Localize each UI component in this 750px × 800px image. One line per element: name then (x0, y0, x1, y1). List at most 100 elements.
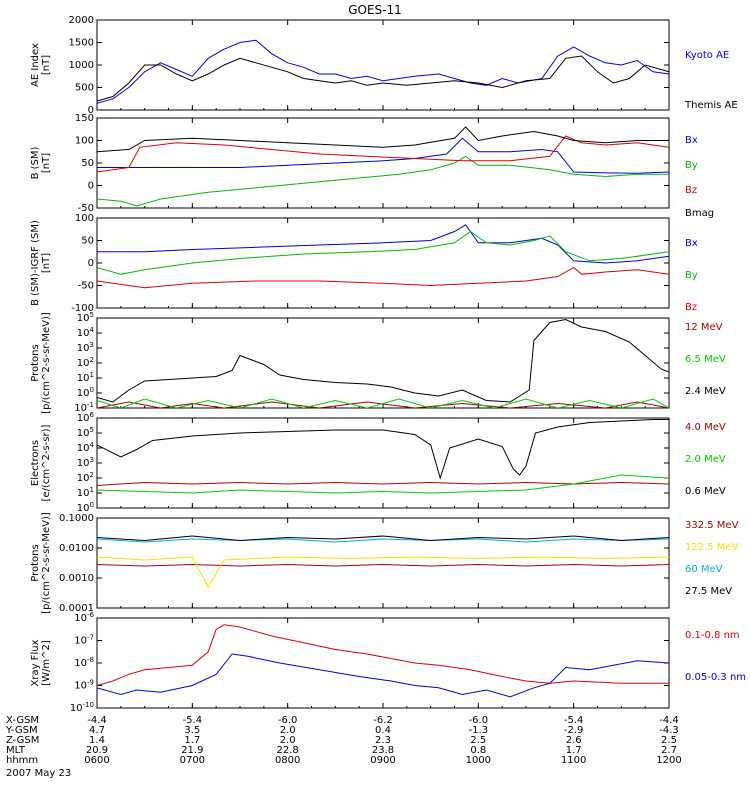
y-tick-label: 102 (77, 356, 94, 369)
xaxis-row-value: 1.4 (89, 735, 105, 746)
legend-entry: 122.5 MeV (685, 542, 739, 553)
legend-entry: By (685, 270, 698, 281)
xaxis-row-y-gsm: Y-GSM 4.7 3.5 2.0 0.4 -1.3 -2.9 -4.3 (5, 725, 679, 736)
xaxis-row-value: 0.4 (375, 725, 391, 736)
y-tick-label: 103 (77, 341, 94, 354)
y-tick-label: 101 (77, 486, 94, 499)
legend-entry: Bmag (685, 208, 714, 219)
y-tick-label: 50 (81, 158, 94, 169)
xaxis-row-value: -6.0 (278, 715, 298, 726)
legend-entry: Themis AE (684, 100, 738, 111)
legend-entry: Kyoto AE (685, 50, 729, 61)
series-line-by (97, 155, 669, 207)
xaxis-row-value: 2.7 (661, 745, 677, 756)
xaxis-row-value: 4.7 (89, 725, 105, 736)
panel-frame (96, 617, 670, 709)
panel-bigrf: -100 -50 0 50 100 B (SM)-IGRF (SM) [nT] Bx By Bz (30, 213, 698, 314)
y-axis-label: AE Index (30, 43, 41, 87)
legend-entry: 27.5 MeV (685, 586, 732, 597)
series-line-themis-ae (97, 55, 669, 102)
xaxis-row-value: 2.5 (661, 735, 677, 746)
y-tick-label: 101 (77, 371, 94, 384)
xaxis-row-value: 1100 (561, 755, 586, 766)
y-tick-label: -100 (71, 303, 94, 314)
date-label: 2007 May 23 (6, 768, 71, 779)
xaxis-row-value: 1.7 (184, 735, 200, 746)
series-line-27-5-mev (97, 535, 669, 542)
legend-entry: Bz (685, 185, 697, 196)
series-line-6-5-mev (97, 398, 669, 408)
legend-entry: 0.1-0.8 nm (685, 630, 740, 641)
y-tick-label: 100 (75, 213, 94, 224)
y-tick-label: 105 (77, 311, 94, 324)
xaxis-row-value: -5.4 (183, 715, 203, 726)
xaxis-row-value: -5.4 (564, 715, 584, 726)
y-tick-label: 100 (77, 386, 94, 399)
xaxis-row-value: 1200 (656, 755, 681, 766)
xaxis-row-hhmm: hhmm 0600 0700 0800 0900 1000 1100 1200 (6, 755, 682, 766)
xaxis-row-label: X-GSM (6, 715, 39, 726)
xaxis-row-value: 2.0 (280, 735, 296, 746)
series-line-bmag (97, 126, 669, 153)
y-axis-label: [nT] (41, 153, 52, 173)
series-line-60-mev (97, 538, 669, 543)
xaxis-row-value: 2.3 (375, 735, 391, 746)
xaxis-row-mlt: MLT 20.9 21.9 22.8 23.8 0.8 1.7 2.7 (6, 745, 677, 756)
panel-ae: 0 500 1000 1500 2000 AE Index [nT] Kyoto AE Them… (30, 15, 738, 116)
y-axis-label: [p/(cm^2-s-sr-MeV)] (41, 512, 52, 614)
series-line-0-6-mev (97, 419, 669, 480)
series-group (97, 419, 669, 494)
legend-entry: 12 MeV (685, 322, 723, 333)
xaxis-row-value: 2.6 (566, 735, 582, 746)
xaxis-row-value: 1.7 (566, 745, 582, 756)
series-group (97, 318, 669, 408)
series-line-bz (97, 266, 669, 289)
xaxis-row-value: 0800 (275, 755, 300, 766)
xaxis-row-value: 22.8 (277, 745, 299, 756)
xaxis-row-value: 0700 (180, 755, 205, 766)
y-tick-label: 104 (77, 326, 95, 339)
xaxis-row-value: -6.2 (373, 715, 393, 726)
y-tick-label: 10-9 (74, 679, 94, 692)
y-tick-label: 500 (75, 83, 94, 94)
xaxis-row-value: -4.4 (659, 715, 679, 726)
legend-entry: 332.5 MeV (685, 520, 739, 531)
panel-frame (96, 19, 670, 111)
xaxis-row-value: 2.0 (280, 725, 296, 736)
series-line-2-4-mev (97, 318, 669, 403)
legend-entry: 4.0 MeV (685, 422, 726, 433)
xaxis-row-label: hhmm (6, 755, 38, 766)
series-line-2-0-mev (97, 474, 669, 494)
series-group (97, 624, 669, 698)
xaxis-row-value: 20.9 (86, 745, 108, 756)
y-tick-label: 1000 (69, 60, 94, 71)
y-tick-label: 104 (77, 441, 95, 454)
chart-title: GOES-11 (348, 3, 402, 17)
y-axis-label: B (SM) (30, 146, 41, 179)
y-tick-label: 2000 (69, 15, 94, 26)
xaxis-row-value: 0900 (370, 755, 395, 766)
xaxis-row-label: MLT (6, 745, 26, 756)
y-tick-label: 0 (88, 258, 94, 269)
series-line-0-05-0-3-nm (97, 653, 669, 698)
xaxis-row-value: 0600 (84, 755, 109, 766)
y-axis-label: [e/(cm^2-s-sr)] (41, 424, 52, 501)
series-group (97, 224, 669, 289)
y-axis-label: [p/(cm^2-s-sr-MeV)] (41, 312, 52, 414)
y-tick-label: 0 (88, 105, 94, 116)
series-line-4-0-mev (97, 481, 669, 486)
xaxis-row-value: -2.9 (564, 725, 584, 736)
series-line-bx (97, 137, 669, 174)
panel-frame (96, 417, 670, 509)
legend-entry: 0.6 MeV (685, 486, 726, 497)
y-tick-label: 0.0001 (59, 603, 94, 614)
y-axis-label: B (SM)-IGRF (SM) (30, 220, 41, 306)
xaxis-row-value: -4.4 (87, 715, 107, 726)
panel-xray: 10-10 10-9 10-8 10-7 10-6 Xray Flux [W/m^2] 0.1… (30, 611, 746, 714)
y-tick-label: 102 (77, 471, 94, 484)
legend-entry: 6.5 MeV (685, 354, 726, 365)
xaxis-row-value: 23.8 (372, 745, 394, 756)
